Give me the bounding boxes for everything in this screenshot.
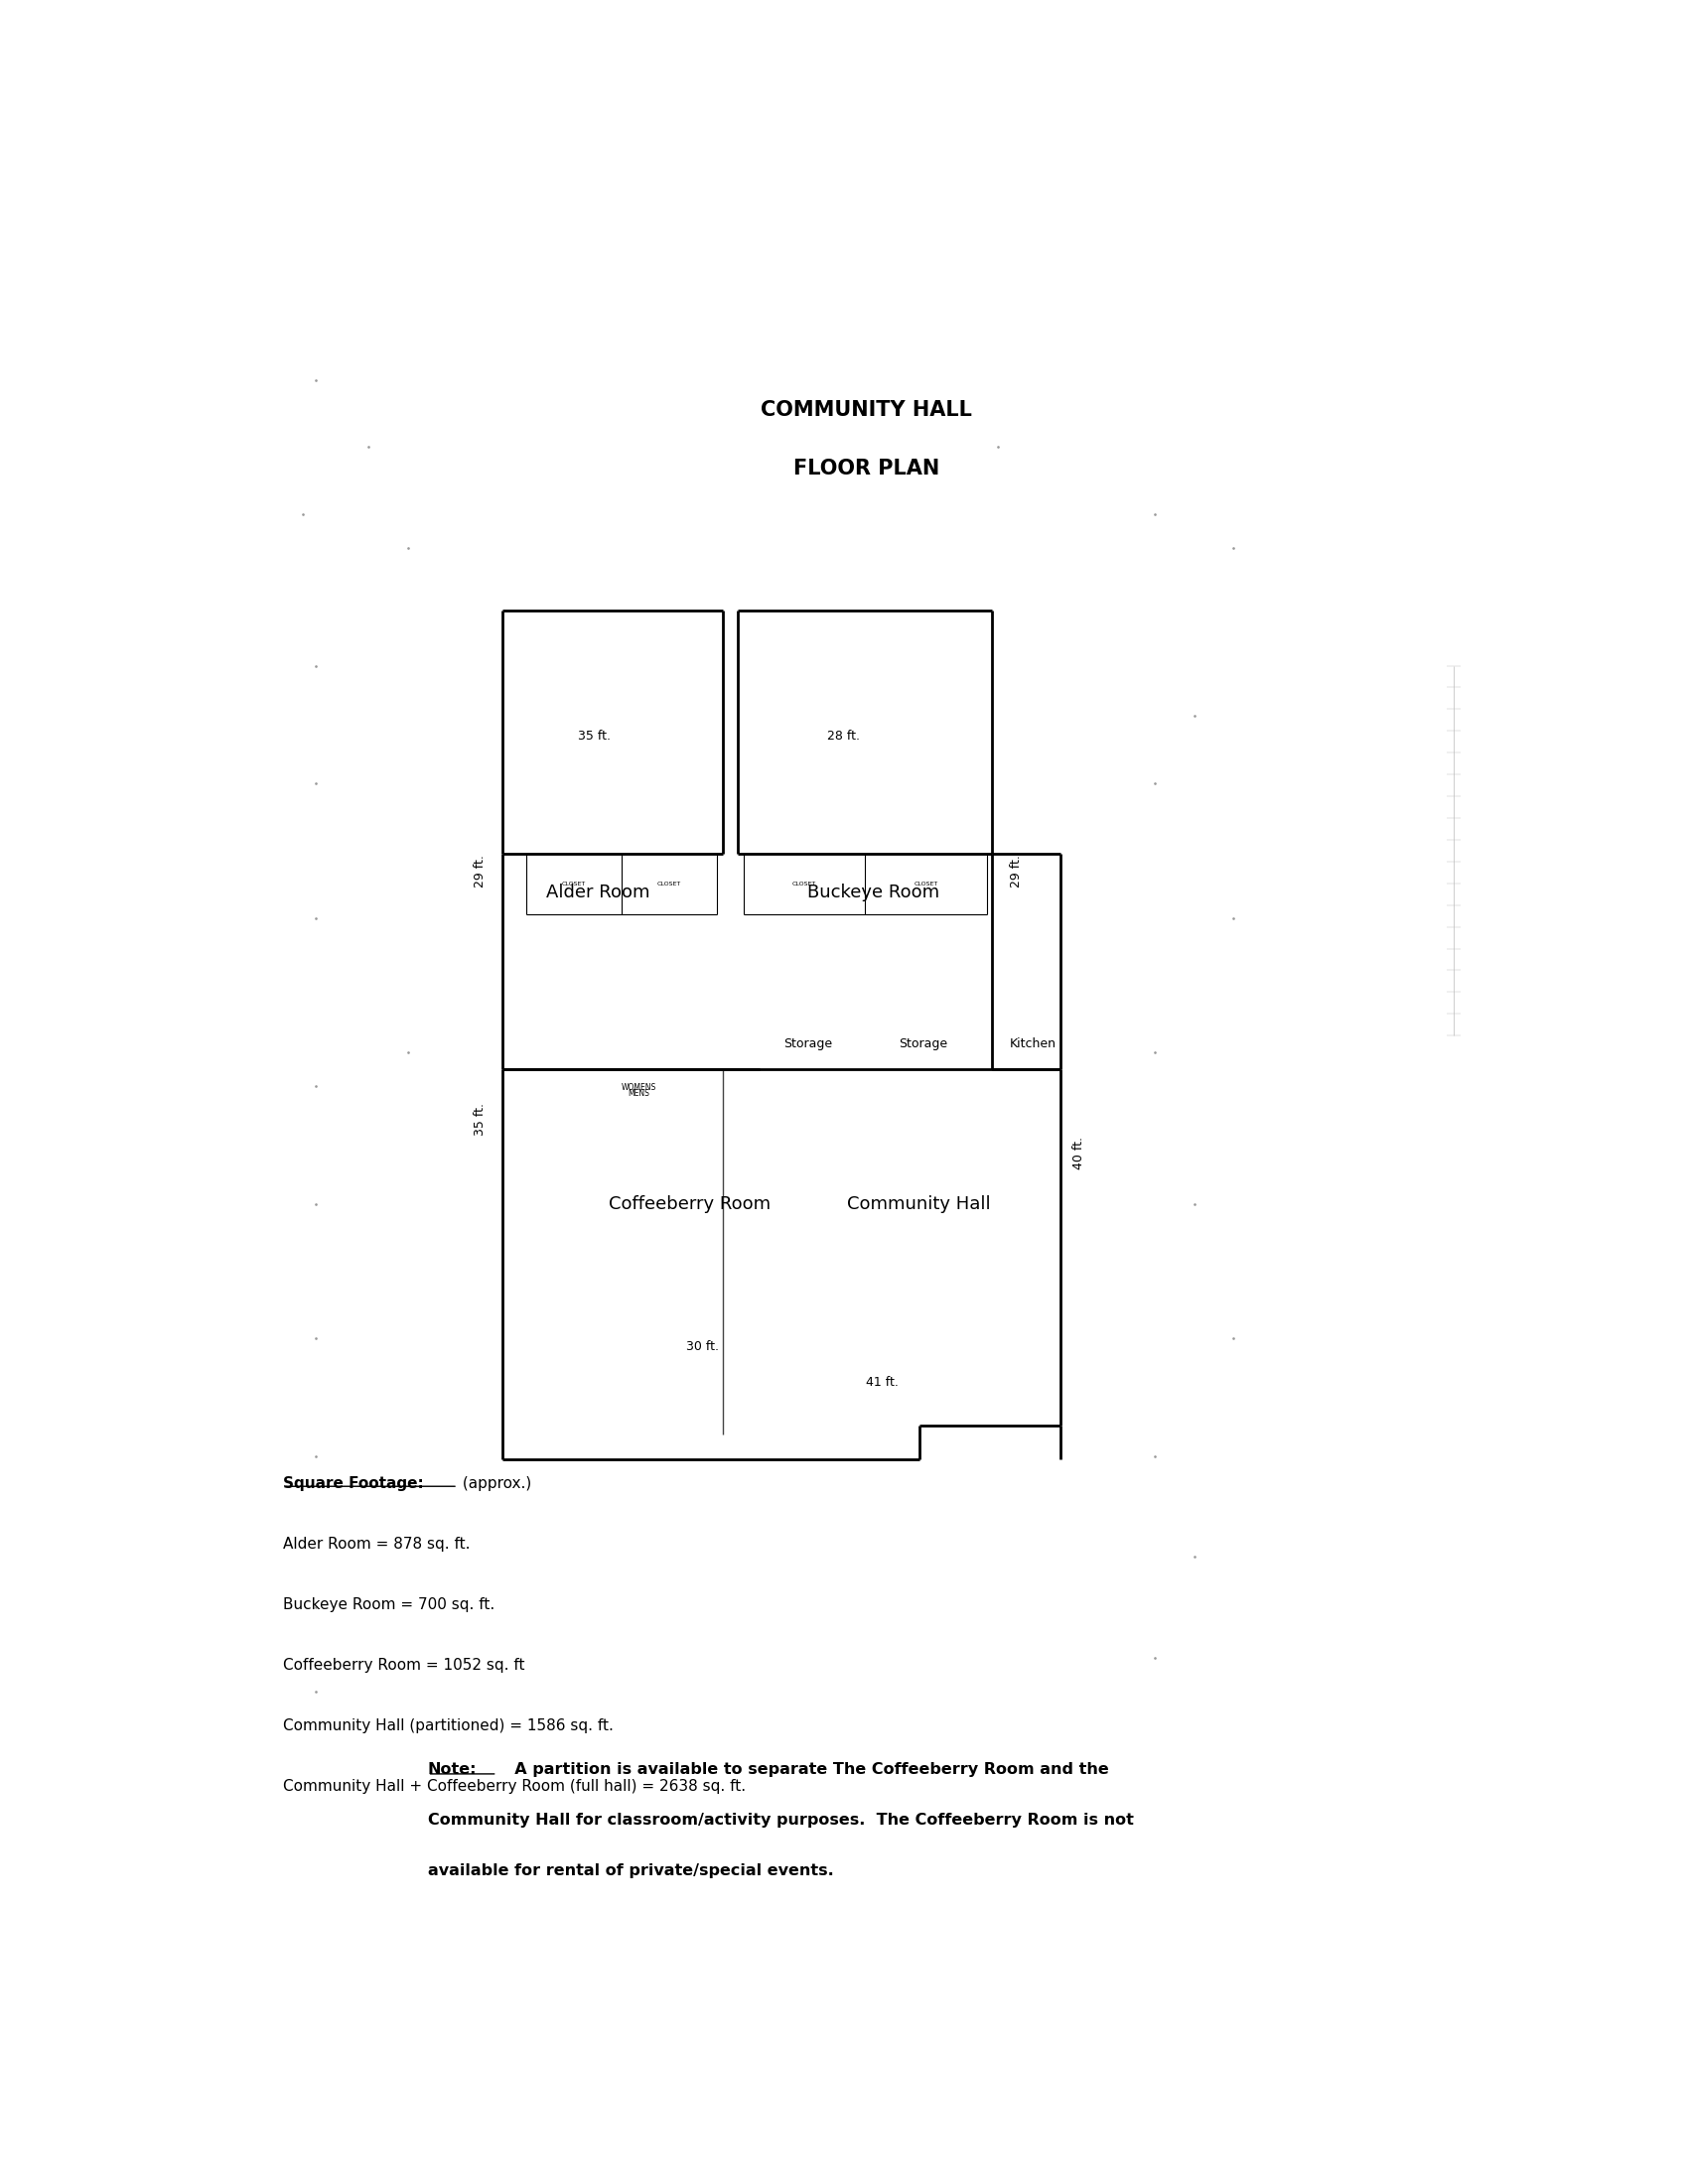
Text: 29 ft.: 29 ft. bbox=[473, 854, 487, 887]
Text: Storage: Storage bbox=[783, 1037, 832, 1051]
Text: A partition is available to separate The Coffeeberry Room and the: A partition is available to separate The… bbox=[504, 1762, 1109, 1778]
Text: 35 ft.: 35 ft. bbox=[473, 1103, 487, 1136]
Text: Community Hall (partitioned) = 1586 sq. ft.: Community Hall (partitioned) = 1586 sq. … bbox=[284, 1719, 614, 1734]
Text: Community Hall for classroom/activity purposes.  The Coffeeberry Room is not: Community Hall for classroom/activity pu… bbox=[428, 1813, 1133, 1828]
Text: COMMUNITY HALL: COMMUNITY HALL bbox=[761, 400, 972, 419]
Text: Square Footage:: Square Footage: bbox=[284, 1476, 424, 1492]
Text: 29 ft.: 29 ft. bbox=[1010, 854, 1023, 887]
Text: Note:: Note: bbox=[428, 1762, 477, 1778]
Text: WOMENS: WOMENS bbox=[621, 1083, 656, 1092]
Text: Kitchen: Kitchen bbox=[1010, 1037, 1057, 1051]
Text: CLOSET: CLOSET bbox=[793, 882, 817, 887]
Text: Alder Room: Alder Room bbox=[546, 885, 649, 902]
Text: Alder Room = 878 sq. ft.: Alder Room = 878 sq. ft. bbox=[284, 1538, 470, 1551]
Text: Storage: Storage bbox=[898, 1037, 947, 1051]
Text: CLOSET: CLOSET bbox=[561, 882, 585, 887]
Text: 28 ft.: 28 ft. bbox=[827, 729, 859, 743]
Text: 30 ft.: 30 ft. bbox=[687, 1341, 719, 1354]
Text: FLOOR PLAN: FLOOR PLAN bbox=[793, 459, 940, 478]
Text: 40 ft.: 40 ft. bbox=[1072, 1138, 1086, 1171]
Text: MENS: MENS bbox=[627, 1090, 649, 1099]
Text: Coffeeberry Room: Coffeeberry Room bbox=[609, 1195, 771, 1212]
Text: 35 ft.: 35 ft. bbox=[578, 729, 610, 743]
Text: Buckeye Room = 700 sq. ft.: Buckeye Room = 700 sq. ft. bbox=[284, 1597, 495, 1612]
Text: Community Hall: Community Hall bbox=[847, 1195, 991, 1212]
Text: Community Hall + Coffeeberry Room (full hall) = 2638 sq. ft.: Community Hall + Coffeeberry Room (full … bbox=[284, 1780, 746, 1793]
Text: available for rental of private/special events.: available for rental of private/special … bbox=[428, 1863, 834, 1878]
Text: Buckeye Room: Buckeye Room bbox=[807, 885, 939, 902]
Text: Coffeeberry Room = 1052 sq. ft: Coffeeberry Room = 1052 sq. ft bbox=[284, 1658, 526, 1673]
Text: (approx.): (approx.) bbox=[458, 1476, 531, 1492]
Text: CLOSET: CLOSET bbox=[915, 882, 939, 887]
Text: 41 ft.: 41 ft. bbox=[866, 1376, 898, 1389]
Text: CLOSET: CLOSET bbox=[658, 882, 681, 887]
